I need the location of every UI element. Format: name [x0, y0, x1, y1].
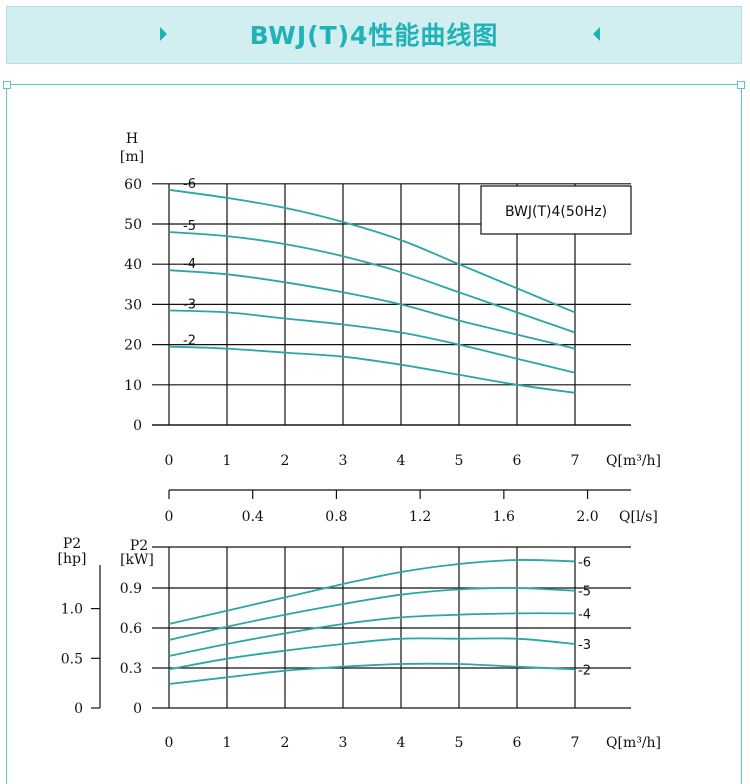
power-series-label: -5 — [578, 585, 591, 600]
series-label: -3 — [183, 297, 196, 312]
y-tick-label: 20 — [124, 338, 142, 354]
power-series-label: -6 — [578, 555, 591, 570]
series-line — [168, 309, 576, 374]
frame-corner-icon — [737, 81, 745, 89]
series-line — [168, 269, 576, 350]
x-tick-label: 3 — [339, 453, 348, 469]
flow-tick-label: 1.2 — [409, 509, 431, 525]
power-series-line — [168, 559, 576, 625]
y-axis-label: H — [126, 131, 138, 147]
y-tick-label: 0 — [133, 418, 142, 434]
x-tick-label: 4 — [397, 453, 406, 469]
power-series-label: -3 — [578, 638, 591, 653]
power-y-tick-label: 0.3 — [120, 661, 142, 677]
power-x-tick-label: 1 — [223, 735, 232, 751]
series-label: -5 — [183, 219, 196, 234]
power-series-line — [168, 587, 576, 641]
content-frame — [6, 84, 742, 784]
series-label: -2 — [183, 334, 196, 349]
x-tick-label: 5 — [455, 453, 464, 469]
x-tick-label: 7 — [571, 453, 580, 469]
triangle-right-icon — [160, 27, 167, 41]
flow-axis-label: Q[l/s] — [619, 509, 658, 525]
y-tick-label: 50 — [124, 217, 142, 233]
hp-tick-label: 0 — [74, 701, 83, 717]
power-x-tick-label: 2 — [281, 735, 290, 751]
y-tick-label: 30 — [124, 297, 142, 313]
page-title: BWJ(T)4性能曲线图 — [249, 21, 499, 50]
power-series-line — [168, 662, 576, 685]
x-axis-label: Q[m³/h] — [606, 453, 661, 469]
legend-label: BWJ(T)4(50Hz) — [505, 204, 607, 220]
y-tick-label: 60 — [124, 177, 142, 193]
flow-tick-label: 0 — [165, 509, 174, 525]
x-tick-label: 1 — [223, 453, 232, 469]
x-tick-label: 0 — [165, 453, 174, 469]
frame-corner-icon — [3, 81, 11, 89]
power-series-line — [168, 612, 576, 657]
y-axis-unit: [m] — [120, 149, 144, 165]
power-x-tick-label: 5 — [455, 735, 464, 751]
series-line — [168, 231, 576, 334]
series-label: -6 — [183, 177, 196, 192]
flow-tick-label: 2.0 — [576, 509, 598, 525]
power-series-label: -2 — [578, 663, 591, 678]
x-tick-label: 6 — [513, 453, 522, 469]
series-label: -4 — [183, 257, 196, 272]
y-tick-label: 10 — [124, 378, 142, 394]
power-x-axis-label: Q[m³/h] — [606, 735, 661, 751]
power-y-tick-label: 0.6 — [120, 621, 142, 637]
series-line — [168, 188, 576, 314]
power-x-tick-label: 3 — [339, 735, 348, 751]
legend-box — [480, 185, 632, 235]
power-x-tick-label: 0 — [165, 735, 174, 751]
power-y-tick-label: 0 — [133, 701, 142, 717]
hp-tick-label: 1.0 — [61, 602, 83, 618]
power-x-tick-label: 6 — [513, 735, 522, 751]
power-y-axis-unit: [kW] — [120, 552, 154, 568]
flow-tick-label: 0.8 — [325, 509, 347, 525]
power-y-tick-label: 0.9 — [120, 581, 142, 597]
power-x-tick-label: 4 — [397, 735, 406, 751]
y-tick-label: 40 — [124, 257, 142, 273]
flow-tick-label: 1.6 — [493, 509, 515, 525]
power-x-tick-label: 7 — [571, 735, 580, 751]
flow-tick-label: 0.4 — [242, 509, 264, 525]
power-series-label: -4 — [578, 607, 591, 622]
hp-axis-label: P2 — [63, 536, 81, 552]
triangle-left-icon — [593, 27, 600, 41]
x-tick-label: 2 — [281, 453, 290, 469]
hp-axis-unit: [hp] — [58, 551, 87, 567]
power-series-line — [168, 637, 576, 671]
power-y-axis-label: P2 — [130, 538, 148, 554]
series-line — [168, 345, 576, 394]
hp-tick-label: 0.5 — [61, 651, 83, 667]
title-banner: BWJ(T)4性能曲线图 — [6, 6, 742, 64]
